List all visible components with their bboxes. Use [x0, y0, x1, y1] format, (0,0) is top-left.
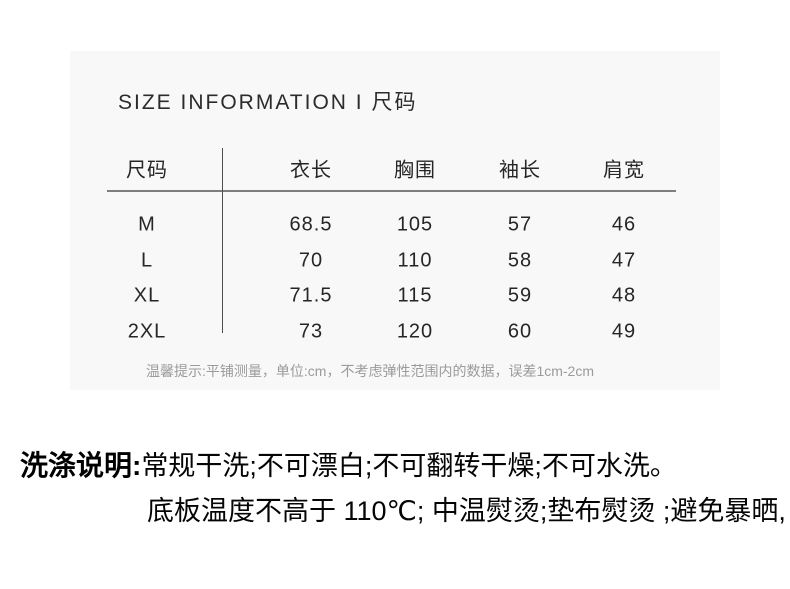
cell-length: 70	[298, 249, 324, 272]
cell-shoulder: 46	[611, 213, 637, 236]
column-header-sleeve: 袖长	[499, 159, 541, 182]
table-column-divider	[222, 148, 223, 333]
cell-sleeve: 59	[507, 284, 533, 307]
cell-sleeve: 58	[507, 249, 533, 272]
column-header-shoulder: 肩宽	[603, 159, 645, 182]
row-size-label: L	[140, 249, 154, 272]
cell-length: 71.5	[289, 284, 333, 307]
cell-shoulder: 49	[611, 320, 637, 343]
column-header-chest: 胸围	[394, 159, 436, 182]
size-info-card: SIZE INFORMATION I 尺码 尺码 衣长 胸围 袖长 肩宽 M 6…	[70, 51, 720, 390]
row-size-label: M	[138, 213, 156, 236]
row-size-label: 2XL	[127, 320, 167, 343]
cell-sleeve: 60	[507, 320, 533, 343]
section-title: SIZE INFORMATION I 尺码	[118, 91, 418, 114]
cell-length: 73	[298, 320, 324, 343]
care-instructions-line2: 底板温度不高于 110℃; 中温熨烫;垫布熨烫 ;避免暴晒,	[147, 496, 786, 526]
cell-chest: 115	[397, 284, 433, 307]
cell-length: 68.5	[289, 213, 333, 236]
care-instructions-text: 常规干洗;不可漂白;不可翻转干燥;不可水洗。	[141, 451, 677, 481]
cell-chest: 110	[397, 249, 433, 272]
care-instructions-line1: 洗涤说明:常规干洗;不可漂白;不可翻转干燥;不可水洗。	[20, 444, 677, 484]
cell-sleeve: 57	[507, 213, 533, 236]
cell-chest: 120	[396, 320, 434, 343]
row-size-label: XL	[133, 284, 161, 307]
cell-shoulder: 48	[611, 284, 637, 307]
cell-chest: 105	[396, 213, 434, 236]
cell-shoulder: 47	[611, 249, 637, 272]
measurement-note: 温馨提示:平铺测量，单位:cm，不考虑弹性范围内的数据，误差1cm-2cm	[146, 363, 594, 379]
table-header-divider	[107, 190, 676, 192]
column-header-length: 衣长	[290, 159, 332, 182]
care-instructions-label: 洗涤说明:	[20, 450, 142, 481]
column-header-size: 尺码	[126, 159, 168, 182]
